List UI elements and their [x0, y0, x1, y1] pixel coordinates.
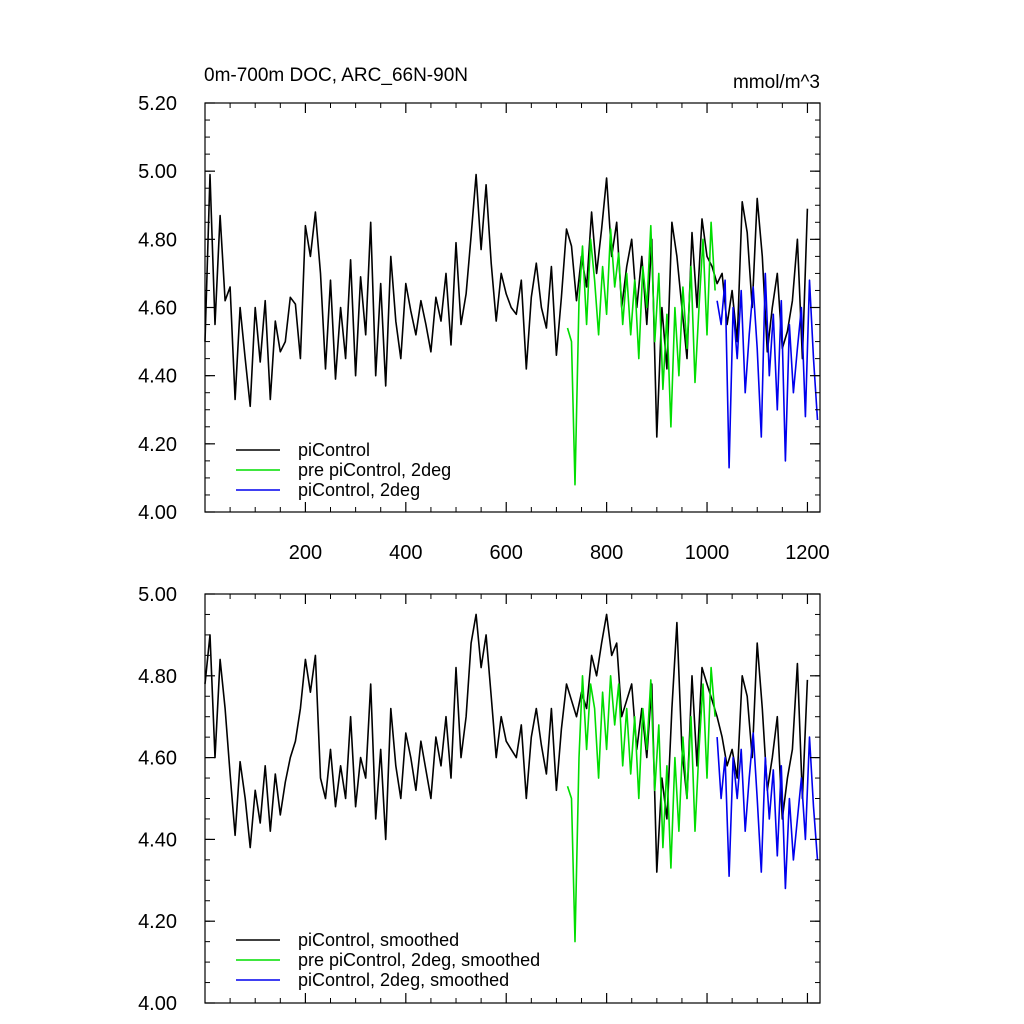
y-tick-label: 4.00	[138, 502, 177, 524]
units-label: mmol/m^3	[733, 72, 820, 93]
y-tick-label: 4.40	[138, 366, 177, 388]
y-tick-label: 5.00	[138, 161, 177, 183]
legend-label: piControl, 2deg, smoothed	[298, 970, 509, 990]
series-line-1	[566, 666, 716, 943]
x-tick-label: 600	[490, 542, 523, 564]
y-tick-label: 4.20	[138, 911, 177, 933]
y-tick-label: 4.00	[138, 993, 177, 1015]
y-tick-label: 4.40	[138, 829, 177, 851]
x-tick-label: 1200	[785, 542, 830, 564]
x-tick-label: 200	[289, 542, 322, 564]
top-plot-title: 0m-700m DOC, ARC_66N-90N	[204, 65, 468, 86]
legend-label: piControl, smoothed	[298, 930, 459, 950]
top-plot-axes: 4.00 4.20 4.40 4.60 4.80 5.00 5.20 200 400 600 800…	[138, 93, 830, 564]
top-plot-panel: 0m-700m DOC, ARC_66N-90N mmol/m^3 4.004.…	[138, 65, 830, 564]
x-tick-label: 1000	[685, 542, 730, 564]
bottom-plot-frame	[204, 593, 821, 1004]
y-tick-label: 4.20	[138, 434, 177, 456]
y-tick-label: 5.20	[138, 93, 177, 115]
y-tick-label: 4.60	[138, 748, 177, 770]
y-tick-label: 5.00	[138, 584, 177, 606]
top-plot-series	[204, 173, 819, 486]
bottom-plot-panel: 4.00 4.20 4.40 4.60 4.80 5.00 piControl, smoo…	[138, 584, 821, 1015]
series-line-0	[204, 613, 809, 873]
series-line-0	[204, 173, 809, 438]
top-plot-frame	[204, 102, 821, 513]
x-tick-label: 800	[590, 542, 623, 564]
series-line-2	[716, 272, 819, 469]
series-line-1	[566, 221, 716, 486]
y-tick-label: 4.80	[138, 666, 177, 688]
y-tick-label: 4.60	[138, 298, 177, 320]
legend-label: pre piControl, 2deg, smoothed	[298, 950, 540, 970]
legend-label: piControl, 2deg	[298, 480, 420, 500]
legend-label: pre piControl, 2deg	[298, 460, 451, 480]
series-line-2	[716, 732, 819, 890]
y-tick-label: 4.80	[138, 229, 177, 251]
legend-label: piControl	[298, 440, 370, 460]
bottom-plot-series	[204, 613, 819, 943]
x-tick-label: 400	[389, 542, 422, 564]
